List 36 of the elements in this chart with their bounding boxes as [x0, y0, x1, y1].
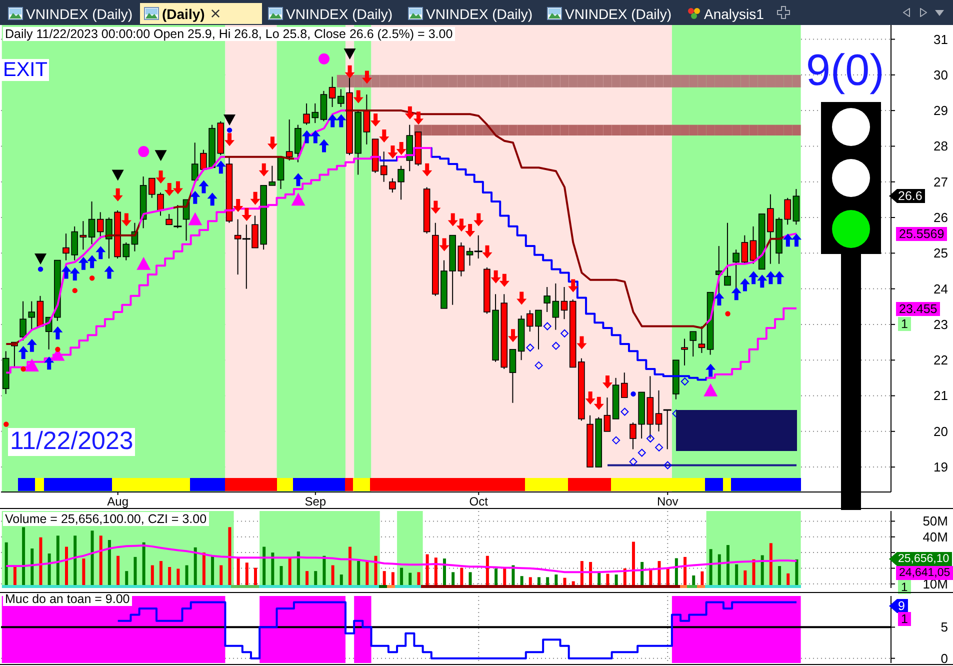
y-tick-label: 27: [934, 174, 948, 190]
y-tick-label: 21: [934, 388, 948, 404]
chart-title: Muc do an toan = 9.00: [3, 592, 132, 606]
y-tick-label: 20: [934, 424, 948, 439]
text: VNINDEX (Daily): [286, 6, 393, 22]
x-tick-label: Nov: [656, 494, 678, 509]
text: VNINDEX (Daily): [26, 6, 133, 22]
annotation: 11/22/2023: [8, 427, 136, 456]
text: 26.6: [889, 189, 926, 203]
y-tick-label: 26: [934, 210, 948, 226]
text: (Daily): [162, 6, 205, 22]
x-tick-label: Sep: [304, 494, 326, 509]
text: 9: [889, 599, 908, 613]
text: 25.5569: [896, 227, 948, 241]
text: Analysis1: [704, 6, 764, 22]
y-tick-label: 19: [934, 460, 948, 475]
y-tick-label: 29: [934, 103, 948, 118]
x-tick-label: Aug: [107, 494, 129, 509]
y-tick-label: 22: [934, 352, 948, 368]
annotation: 9(0): [806, 46, 884, 96]
y-tick-label: 30: [934, 67, 948, 82]
x-tick-label: Oct: [469, 494, 489, 509]
chart-title: Daily 11/22/2023 00:00:00 Open 25.9, Hi 26.8, Lo 25.8, Close 26.6 (2.5%) = 3.00: [3, 27, 455, 41]
y-tick-label: 24: [934, 281, 948, 296]
text: 1: [898, 612, 911, 626]
y-tick-label: 28: [934, 138, 948, 154]
y-tick-label: 5: [940, 620, 948, 635]
y-tick-label: 0: [940, 650, 948, 666]
annotation: EXIT: [1, 59, 50, 81]
text: 23.455: [896, 302, 940, 316]
y-tick-label: 25: [934, 246, 948, 261]
y-tick-label: 31: [934, 32, 948, 47]
text: VNINDEX (Daily): [565, 6, 672, 22]
text: 1: [898, 317, 911, 331]
y-tick-label: 23: [934, 316, 948, 332]
text: VNINDEX (Daily): [426, 6, 533, 22]
